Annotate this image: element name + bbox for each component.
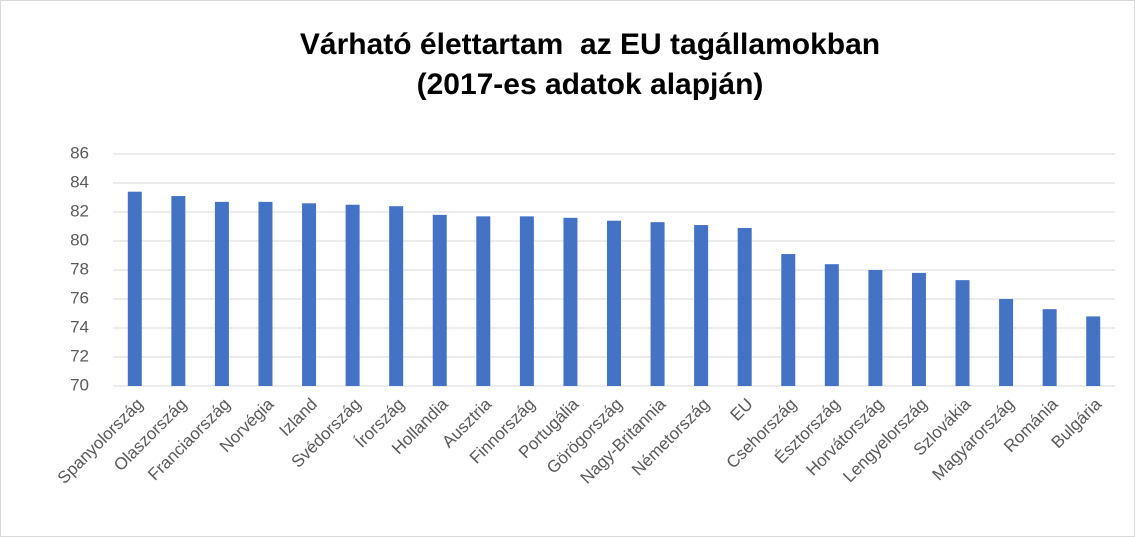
bar	[302, 203, 317, 386]
y-tick-label: 76	[70, 288, 89, 307]
bar	[214, 201, 229, 386]
chart-title: Várható élettartam az EU tagállamokban	[300, 28, 880, 61]
y-tick-label: 84	[70, 172, 89, 191]
bar	[694, 225, 709, 386]
bar	[868, 270, 883, 386]
bar	[824, 264, 839, 386]
y-tick-label: 80	[70, 230, 89, 249]
bar	[911, 272, 926, 386]
bar	[432, 214, 447, 386]
bar	[737, 227, 752, 386]
bar	[476, 216, 491, 386]
y-tick-label: 70	[70, 375, 89, 394]
bar	[955, 280, 970, 386]
bar	[345, 204, 360, 386]
bar	[650, 222, 665, 386]
chart-subtitle: (2017-es adatok alapján)	[417, 68, 764, 101]
bar	[563, 217, 578, 386]
y-tick-label: 82	[70, 201, 89, 220]
bar	[389, 206, 404, 386]
bar	[519, 216, 534, 386]
y-tick-label: 78	[70, 259, 89, 278]
y-tick-label: 74	[70, 317, 89, 336]
bar	[258, 201, 273, 386]
bar	[999, 299, 1014, 386]
bar	[1086, 316, 1101, 386]
bar	[607, 220, 621, 386]
y-tick-label: 72	[70, 346, 89, 365]
bar	[171, 196, 186, 386]
y-tick-label: 86	[70, 143, 89, 162]
bar	[781, 254, 796, 386]
bar	[1042, 309, 1057, 386]
bar	[127, 191, 142, 386]
